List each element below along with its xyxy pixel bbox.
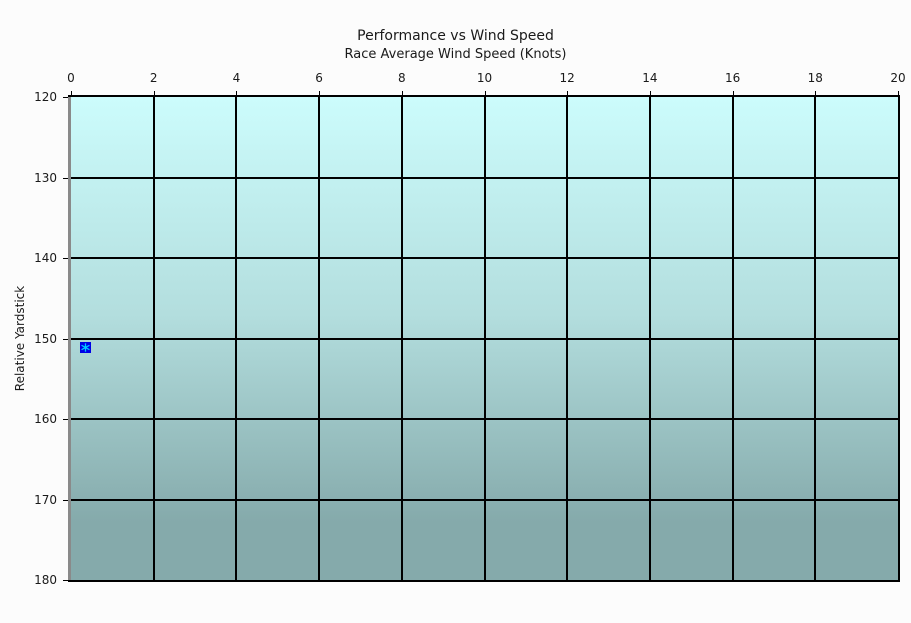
y-axis-tick <box>63 177 68 179</box>
y-gridline <box>71 418 898 420</box>
x-axis-tick-label: 4 <box>232 71 241 85</box>
x-axis-tick-label: 6 <box>315 71 323 85</box>
y-axis-tick-label: 170 <box>34 492 57 507</box>
x-axis-tick-label: 10 <box>476 71 493 85</box>
y-axis-tick <box>63 499 68 501</box>
x-axis-tick-label: 18 <box>807 71 823 85</box>
y-axis-tick-label: 120 <box>34 90 57 104</box>
y-axis-tick-label: 160 <box>34 412 57 426</box>
y-axis-tick <box>63 580 68 581</box>
y-gridline <box>71 498 898 501</box>
y-gridline <box>71 176 898 179</box>
x-axis-tick-label: 12 <box>559 71 575 85</box>
y-axis-tick <box>63 338 68 340</box>
x-axis-tick <box>732 91 734 97</box>
x-axis-tick-label: 2 <box>149 71 158 85</box>
y-gridline <box>71 257 898 259</box>
y-axis-tick <box>63 419 68 420</box>
x-axis-tick <box>567 91 569 97</box>
y-axis-tick-label: 150 <box>34 331 57 346</box>
x-axis-tick <box>71 91 72 97</box>
x-axis-tick <box>484 91 486 97</box>
plot-right-border <box>898 95 900 582</box>
x-axis-tick <box>649 91 651 97</box>
x-axis-tick-label: 0 <box>67 71 75 85</box>
data-point-marker[interactable] <box>80 341 92 353</box>
y-axis-tick-label: 180 <box>34 573 57 587</box>
x-axis-tick <box>319 91 321 97</box>
x-axis-tick-label: 20 <box>890 71 906 85</box>
chart-title: Performance vs Wind Speed <box>357 28 554 44</box>
y-axis-tick <box>63 258 68 259</box>
x-axis-tick <box>815 91 817 97</box>
y-axis-spine <box>68 95 71 582</box>
x-axis-tick <box>236 91 238 97</box>
x-axis-tick-label: 16 <box>724 71 741 85</box>
x-axis-spine <box>68 95 898 97</box>
x-axis-tick <box>153 91 155 97</box>
y-axis-tick <box>63 97 68 98</box>
x-axis-tick <box>401 91 403 97</box>
x-axis-tick-label: 14 <box>642 71 658 85</box>
chart-subtitle: Race Average Wind Speed (Knots) <box>344 47 567 62</box>
y-axis-tick-label: 130 <box>34 170 57 185</box>
y-axis-tick-label: 140 <box>34 251 57 265</box>
y-gridline <box>71 337 898 340</box>
plot-frame: 0 2 4 6 8 10 12 14 16 18 20 120 130 140 150 160 170 180 <box>34 71 906 587</box>
x-axis-tick <box>898 91 899 97</box>
plot-bottom-border <box>68 580 898 582</box>
x-axis-tick-label: 8 <box>397 71 406 85</box>
